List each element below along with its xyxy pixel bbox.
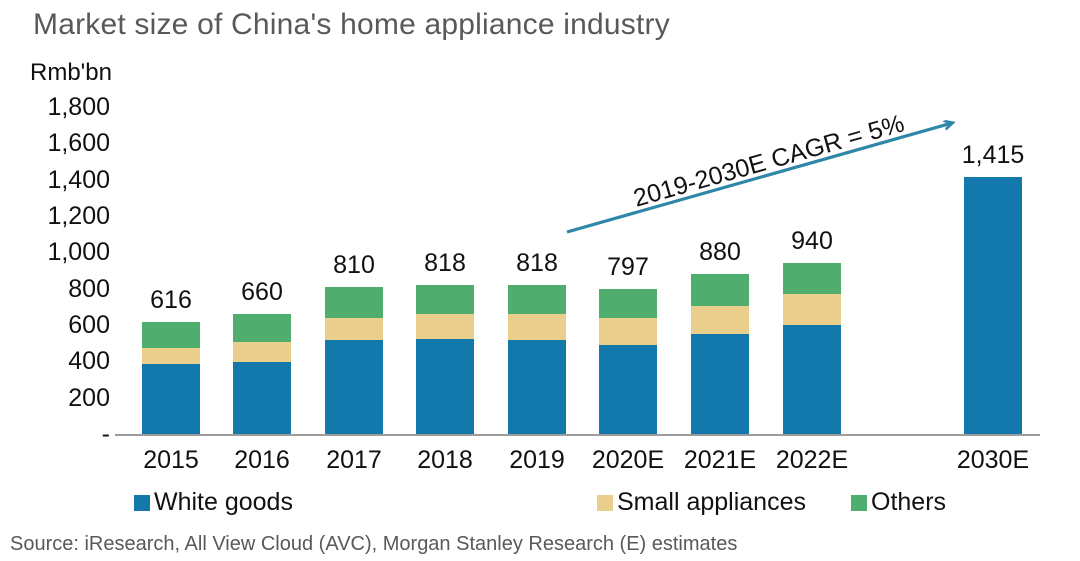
stacked-bar-2021E [691, 274, 749, 434]
chart-legend: White goods Small appliances Others [0, 488, 1080, 518]
bar-segment [783, 263, 841, 295]
y-tick-label: 1,800 [47, 93, 110, 121]
y-tick-label: - [101, 420, 110, 448]
bar-total-label: 818 [424, 249, 466, 278]
stacked-bar-2017 [325, 286, 383, 434]
y-tick-label: 600 [68, 311, 110, 339]
legend-label: Small appliances [617, 488, 806, 516]
chart-title: Market size of China's home appliance in… [33, 8, 670, 41]
bar-total-label: 810 [333, 250, 375, 279]
legend-item: Others [851, 488, 946, 517]
bar-segment [142, 364, 200, 434]
bar-segment [691, 306, 749, 335]
bar-segment [325, 340, 383, 434]
bar-segment [233, 314, 291, 343]
bar-total-label: 616 [150, 286, 192, 315]
bar-segment [416, 285, 474, 314]
y-tick-label: 400 [68, 347, 110, 376]
bar-segment [325, 286, 383, 319]
bar-total-label: 797 [607, 253, 649, 282]
x-axis-label-2021E: 2021E [683, 446, 757, 474]
legend-item: Small appliances [597, 488, 806, 517]
bar-segment [142, 348, 200, 365]
bar-segment [233, 362, 291, 434]
bar-total-label: 818 [516, 249, 558, 278]
bar-segment [783, 294, 841, 325]
legend-item: White goods [134, 488, 293, 517]
stacked-bar-2030E [964, 176, 1022, 434]
bar-segment [599, 318, 657, 345]
legend-swatch-icon [851, 494, 867, 511]
bar-segment [508, 339, 566, 434]
stacked-bar-2018 [416, 285, 474, 434]
plot-area: 616 660 810 818 818 797 880 940 1,415 [118, 107, 1048, 434]
bar-segment [142, 322, 200, 349]
bar-segment [325, 318, 383, 341]
x-axis-label-2020E: 2020E [591, 446, 665, 474]
legend-label: White goods [154, 488, 293, 516]
bar-segment [964, 176, 1022, 434]
stacked-bar-2022E [783, 263, 841, 434]
bar-segment [691, 274, 749, 307]
bar-segment [416, 338, 474, 434]
y-tick-label: 1,000 [47, 238, 110, 267]
x-axis-label-2015: 2015 [143, 446, 199, 474]
stacked-bar-2015 [142, 322, 200, 434]
x-axis-label-2017: 2017 [326, 446, 382, 474]
stacked-bar-2020E [599, 289, 657, 434]
stacked-bar-2019 [508, 285, 566, 434]
x-axis-line [115, 434, 1040, 436]
x-axis-label-2019: 2019 [509, 446, 565, 474]
x-axis-label-2016: 2016 [234, 446, 290, 474]
y-tick-label: 200 [68, 383, 110, 412]
bar-segment [233, 342, 291, 363]
x-axis-label-2018: 2018 [417, 446, 473, 474]
x-axis-labels: 2015 2016 2017 2018 2019 2020E 2021E 2022E 2030E [118, 446, 1048, 476]
bar-total-label: 880 [699, 238, 741, 267]
y-tick-label: 1,200 [47, 202, 110, 230]
legend-label: Others [871, 488, 947, 516]
x-axis-label-2022E: 2022E [775, 446, 849, 474]
y-axis-unit-label: Rmb'bn [30, 59, 112, 86]
y-tick-label: 1,400 [47, 165, 110, 194]
bar-segment [691, 334, 749, 434]
bar-total-label: 1,415 [961, 140, 1025, 169]
x-axis-label-2030E: 2030E [956, 446, 1030, 474]
bar-segment [508, 313, 566, 340]
bar-segment [508, 285, 566, 314]
bar-total-label: 940 [791, 227, 833, 256]
bar-total-label: 660 [241, 278, 283, 307]
source-attribution: Source: iResearch, All View Cloud (AVC),… [10, 533, 738, 555]
bar-segment [783, 324, 841, 434]
bar-segment [599, 289, 657, 319]
legend-swatch-icon [597, 494, 613, 511]
bar-segment [599, 344, 657, 434]
bar-segment [416, 313, 474, 339]
y-tick-label: 1,600 [47, 129, 110, 158]
y-tick-label: 800 [68, 274, 110, 303]
stacked-bar-2016 [233, 314, 291, 434]
legend-swatch-icon [134, 494, 150, 511]
